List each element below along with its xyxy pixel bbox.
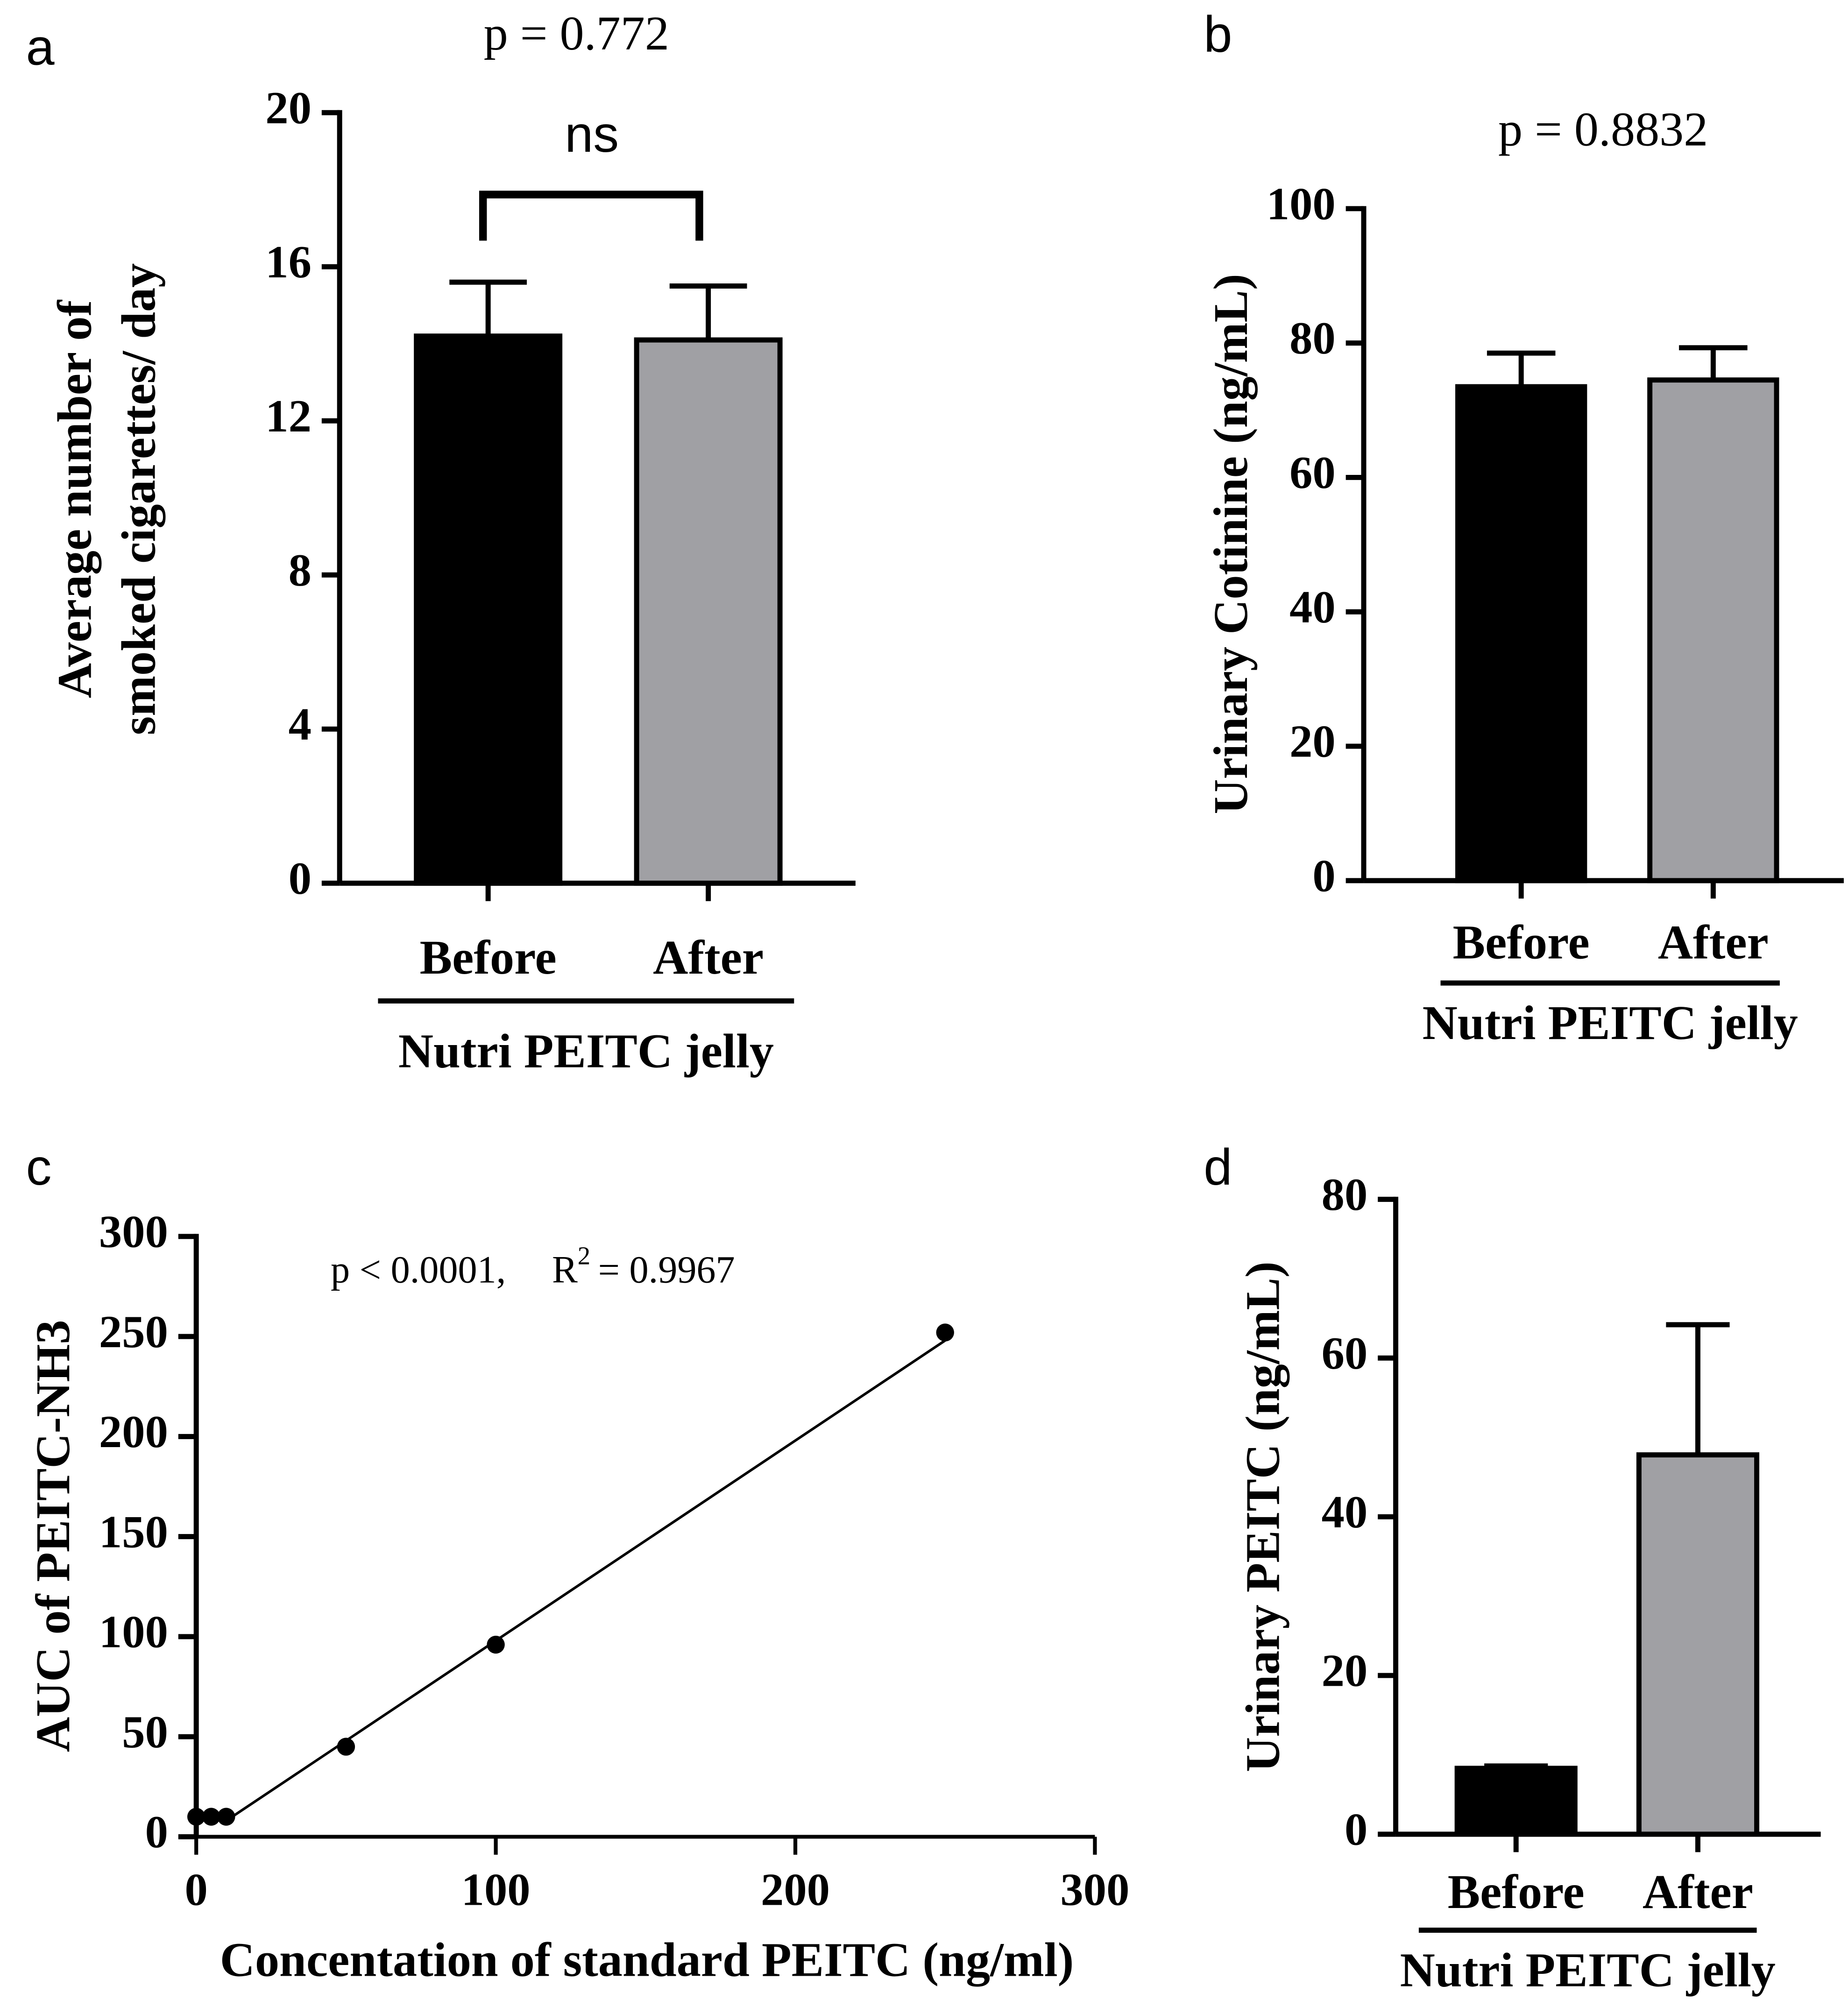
y-tick-label: 250: [99, 1307, 168, 1357]
y-tick-label: 100: [1267, 178, 1336, 229]
panel-label: a: [26, 19, 55, 76]
y-tick-label: 0: [289, 853, 312, 904]
y-tick-label: 150: [99, 1506, 168, 1557]
y-axis-label: AUC of PEITC-NH3: [26, 1320, 80, 1752]
y-tick-label: 0: [1312, 850, 1335, 901]
bar: [1636, 1452, 1760, 1837]
y-tick-label: 8: [289, 545, 312, 596]
bar: [414, 333, 563, 886]
fit-line: [225, 1339, 946, 1822]
bar: [1455, 384, 1587, 883]
y-tick-label: 80: [1322, 1169, 1368, 1220]
x-tick-label: Before: [420, 930, 557, 984]
y-axis-label: Urinary Cotinine (ng/mL): [1204, 274, 1258, 814]
panel-label: d: [1204, 1139, 1232, 1196]
x-tick-label: Before: [1453, 915, 1590, 969]
y-tick-label: 100: [99, 1607, 168, 1658]
y-tick-label: 40: [1322, 1487, 1368, 1538]
y-tick-label: 0: [145, 1807, 168, 1858]
y-tick-label: 0: [1345, 1804, 1367, 1855]
y-tick-label: 40: [1289, 582, 1336, 633]
bar: [1454, 1766, 1578, 1837]
annotation: p < 0.0001, R2 = 0.9967: [331, 1241, 735, 1291]
y-tick-label: 20: [265, 83, 312, 134]
bar: [634, 337, 783, 886]
x-tick-label: 200: [761, 1864, 830, 1915]
data-point: [936, 1323, 954, 1342]
significance-bracket: [479, 191, 703, 241]
x-tick-label: 300: [1060, 1864, 1129, 1915]
data-point: [187, 1808, 205, 1826]
y-tick-label: 4: [289, 699, 312, 750]
chart-title: p = 0.8832: [1498, 102, 1708, 156]
data-point: [337, 1738, 355, 1756]
panel-label: c: [26, 1139, 52, 1196]
x-tick-label: 100: [461, 1864, 531, 1915]
x-axis-label: Concentation of standard PEITC (ng/ml): [220, 1932, 1074, 1986]
chart-title: p = 0.772: [484, 6, 669, 60]
y-tick-label: 20: [1289, 716, 1336, 767]
data-point: [487, 1635, 505, 1654]
y-tick-label: 60: [1289, 447, 1336, 498]
group-label: Nutri PEITC jelly: [1400, 1943, 1776, 1997]
x-tick-label: After: [653, 930, 764, 984]
y-axis-label: Average number of: [48, 300, 102, 699]
annotation-part: 2: [578, 1241, 590, 1270]
y-tick-label: 200: [99, 1406, 168, 1457]
y-axis-label: smoked cigarettes/ day: [112, 263, 166, 735]
x-tick-label: After: [1658, 915, 1769, 969]
y-tick-label: 300: [99, 1207, 168, 1258]
y-tick-label: 20: [1322, 1646, 1368, 1696]
y-tick-label: 80: [1289, 313, 1336, 364]
group-label: Nutri PEITC jelly: [398, 1024, 774, 1078]
y-tick-label: 60: [1322, 1328, 1368, 1379]
x-tick-label: 0: [185, 1864, 208, 1915]
bar: [1647, 377, 1779, 883]
group-label: Nutri PEITC jelly: [1423, 996, 1798, 1050]
annotation-part: p < 0.0001,: [331, 1248, 506, 1291]
x-tick-label: Before: [1448, 1865, 1585, 1919]
x-tick-label: After: [1643, 1865, 1753, 1919]
y-axis-label: Urinary PEITC (ng/mL): [1235, 1261, 1289, 1772]
significance-label: ns: [565, 106, 619, 163]
data-point: [217, 1808, 235, 1826]
panel-label: b: [1204, 6, 1232, 63]
annotation-part: = 0.9967: [598, 1248, 735, 1291]
y-tick-label: 16: [265, 237, 312, 288]
annotation-part: R: [552, 1248, 578, 1291]
y-tick-label: 50: [122, 1707, 168, 1758]
data-point: [202, 1808, 220, 1826]
y-tick-label: 12: [265, 391, 312, 442]
